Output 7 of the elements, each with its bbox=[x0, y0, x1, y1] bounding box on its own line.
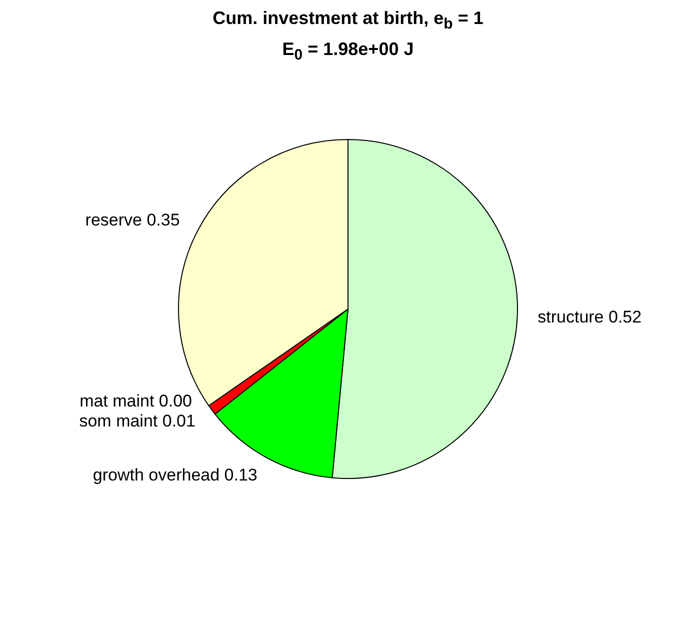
slice-label: growth overhead 0.13 bbox=[92, 466, 258, 485]
chart-title: Cum. investment at birth, e$_{b}$ = 1 bbox=[212, 8, 484, 33]
slice-label: reserve 0.35 bbox=[85, 210, 180, 230]
slice-label: som maint 0.01 bbox=[79, 412, 196, 431]
category-label: mat maint 0.00 bbox=[80, 392, 192, 411]
chart-subtitle: E$_{0}$ = 1.98e+00 J bbox=[281, 38, 415, 64]
slice-label: structure 0.52 bbox=[538, 308, 642, 327]
